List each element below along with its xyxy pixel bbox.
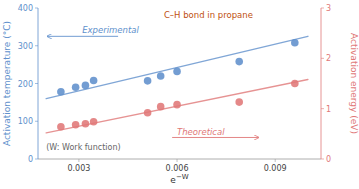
annotation: (W: Work function) — [46, 143, 120, 152]
data-point — [90, 118, 98, 126]
y-tick — [35, 159, 38, 160]
data-point — [57, 88, 65, 96]
data-point — [235, 98, 243, 106]
y-tick — [35, 45, 38, 46]
y-tick — [35, 121, 38, 122]
fit-line — [46, 79, 308, 132]
x-tick — [275, 159, 276, 162]
annotation: C–H bond in propane — [164, 10, 253, 20]
chart: 0.003 0.006 0.009 0 100 200 300 400 0 1 2 3 e−W Activ… — [0, 0, 359, 189]
annotation: Experimental — [82, 25, 139, 35]
y2-axis-line — [321, 8, 322, 159]
x-tick-label: 0.009 — [264, 164, 287, 173]
data-point — [82, 82, 90, 90]
annotation-arrow — [47, 36, 118, 37]
y2-tick-label: 3 — [326, 4, 331, 13]
data-point — [291, 80, 299, 88]
data-point — [72, 83, 80, 91]
annotation-arrow — [172, 137, 259, 138]
x-axis-label-sup: −W — [176, 173, 189, 181]
y2-tick — [321, 108, 324, 109]
annotation: Theoretical — [177, 127, 225, 137]
y2-tick-label: 0 — [326, 155, 331, 164]
data-point — [144, 77, 152, 85]
data-point — [144, 109, 152, 117]
x-tick — [177, 159, 178, 162]
y-tick-label: 300 — [18, 42, 33, 51]
y-tick — [35, 8, 38, 9]
y2-tick-label: 2 — [326, 54, 331, 63]
data-point — [90, 77, 98, 85]
plot-area — [46, 36, 308, 133]
data-point — [235, 58, 243, 66]
data-point — [173, 101, 181, 109]
y-tick-label: 100 — [18, 117, 33, 126]
y-tick-label: 400 — [18, 4, 33, 13]
data-point — [57, 123, 65, 131]
x-tick-label: 0.003 — [67, 164, 90, 173]
x-axis-label: e−W — [170, 173, 188, 185]
data-point — [82, 120, 90, 128]
y2-tick-label: 1 — [326, 105, 331, 114]
y2-axis-label: Activation energy (eV) — [349, 33, 359, 134]
data-point — [157, 103, 165, 111]
data-point — [72, 121, 80, 129]
x-tick-label: 0.006 — [166, 164, 189, 173]
y2-tick — [321, 58, 324, 59]
x-tick — [78, 159, 79, 162]
y2-tick — [321, 8, 324, 9]
y-tick — [35, 83, 38, 84]
y2-tick — [321, 159, 324, 160]
x-axis-line — [38, 159, 321, 160]
y-tick-label: 200 — [18, 80, 33, 89]
data-point — [291, 39, 299, 47]
fit-line — [46, 36, 308, 98]
y-tick-label: 0 — [28, 155, 33, 164]
data-point — [173, 68, 181, 76]
data-point — [157, 72, 165, 80]
y-axis-label: Activation temperature (°C) — [2, 21, 12, 146]
